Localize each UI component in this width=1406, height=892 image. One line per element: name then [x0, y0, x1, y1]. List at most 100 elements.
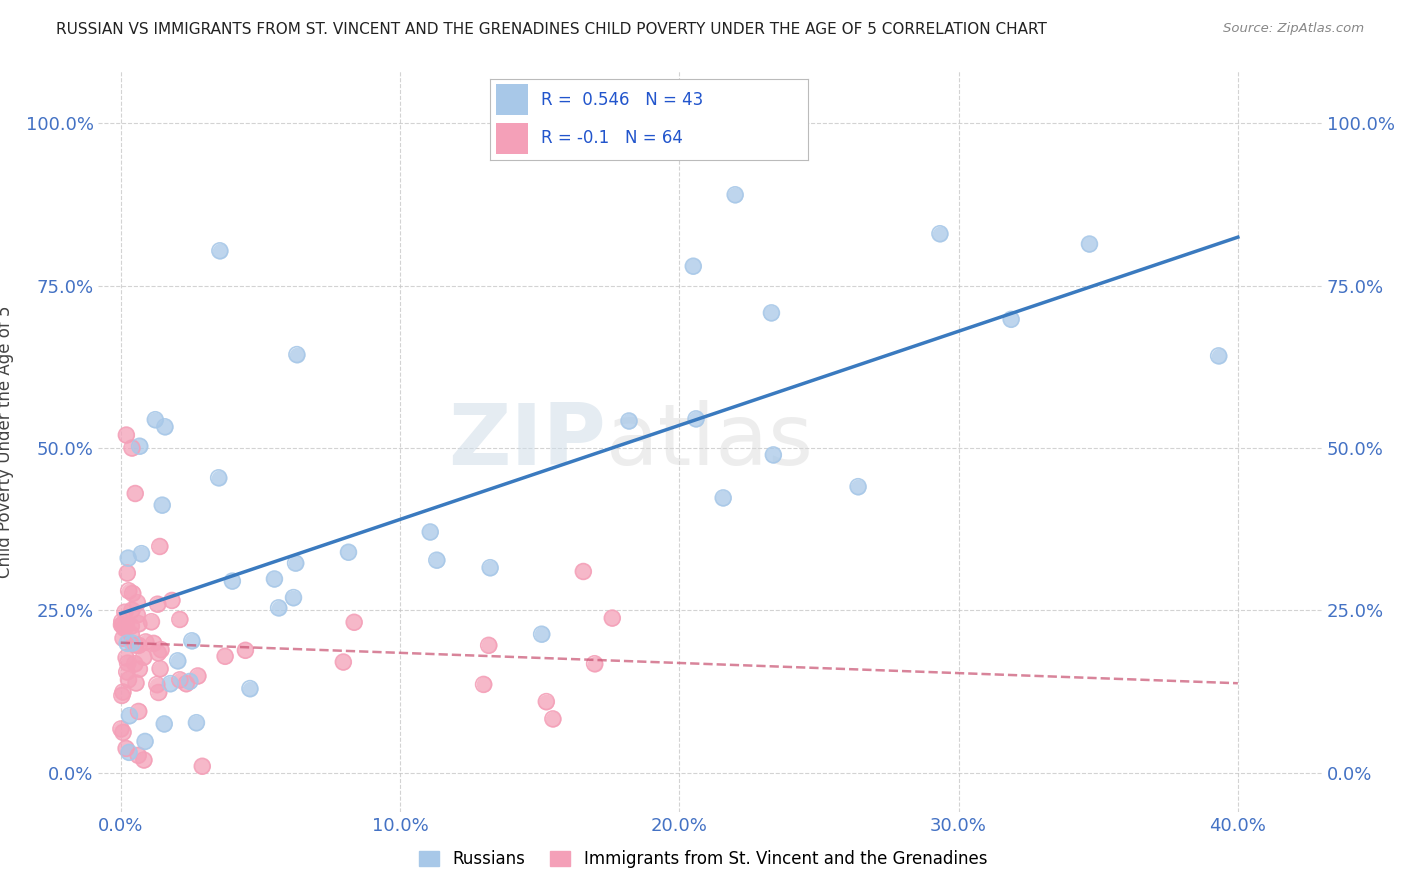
Point — [124, 657, 146, 671]
Point — [143, 413, 166, 427]
Point — [128, 705, 150, 719]
Point — [148, 685, 170, 699]
Point — [128, 616, 150, 631]
Point — [479, 560, 502, 574]
Point — [111, 632, 134, 646]
Point — [187, 669, 209, 683]
Point — [285, 348, 308, 362]
Point — [148, 685, 170, 699]
Point — [127, 596, 149, 610]
Point — [112, 621, 135, 635]
Point — [112, 621, 135, 635]
Point — [120, 627, 142, 641]
Point — [142, 636, 165, 650]
Point — [617, 414, 640, 428]
Point — [117, 656, 139, 670]
Point — [583, 657, 606, 671]
Point — [332, 655, 354, 669]
Point — [121, 586, 143, 600]
Point — [125, 676, 148, 690]
Point — [724, 187, 747, 202]
Point — [150, 642, 173, 657]
Point — [111, 689, 134, 703]
Point — [846, 480, 869, 494]
Y-axis label: Child Poverty Under the Age of 5: Child Poverty Under the Age of 5 — [0, 305, 14, 578]
Point — [426, 553, 449, 567]
Point — [343, 615, 366, 630]
Point — [115, 665, 138, 679]
Point — [267, 600, 290, 615]
Point — [214, 649, 236, 664]
Point — [110, 722, 132, 736]
Point — [169, 612, 191, 626]
Point — [1208, 349, 1230, 363]
Point — [617, 414, 640, 428]
Point — [214, 649, 236, 664]
Point — [208, 471, 231, 485]
Point — [110, 618, 132, 632]
Point — [343, 615, 366, 630]
Point — [128, 638, 150, 652]
Point — [115, 636, 138, 650]
Point — [221, 574, 243, 588]
Point — [141, 615, 163, 629]
Point — [536, 695, 558, 709]
Point — [1000, 312, 1022, 326]
Point — [148, 646, 170, 660]
Point — [235, 643, 257, 657]
Point — [472, 677, 495, 691]
Point — [124, 486, 146, 500]
Point — [127, 607, 149, 622]
Point — [583, 657, 606, 671]
Point — [846, 480, 869, 494]
Point — [153, 717, 176, 731]
Point — [110, 722, 132, 736]
Point — [572, 565, 595, 579]
Point — [174, 676, 197, 690]
Point — [131, 547, 153, 561]
Point — [115, 650, 138, 665]
Point — [120, 619, 142, 633]
Point — [118, 745, 141, 759]
Point — [135, 635, 157, 649]
Point — [117, 551, 139, 566]
Point — [600, 611, 623, 625]
Point — [191, 759, 214, 773]
Text: atlas: atlas — [606, 400, 814, 483]
Point — [419, 524, 441, 539]
Point — [263, 572, 285, 586]
Point — [332, 655, 354, 669]
Point — [150, 498, 173, 512]
Point — [125, 676, 148, 690]
Point — [120, 619, 142, 633]
Point — [478, 638, 501, 652]
Point — [146, 677, 169, 691]
Point — [128, 662, 150, 676]
Point — [149, 662, 172, 676]
Point — [118, 583, 141, 598]
Point — [128, 616, 150, 631]
Point — [284, 556, 307, 570]
Point — [153, 419, 176, 434]
Point — [127, 607, 149, 622]
Point — [160, 593, 183, 607]
Point — [150, 498, 173, 512]
Point — [159, 676, 181, 690]
Point — [128, 705, 150, 719]
Point — [169, 673, 191, 687]
Point — [208, 244, 231, 258]
Point — [928, 227, 950, 241]
Point — [117, 566, 139, 580]
Point — [208, 244, 231, 258]
Point — [115, 741, 138, 756]
Point — [117, 551, 139, 566]
Point — [159, 676, 181, 690]
Point — [115, 428, 138, 442]
Point — [118, 708, 141, 723]
Point — [118, 745, 141, 759]
Point — [117, 656, 139, 670]
Point — [121, 441, 143, 455]
Legend: Russians, Immigrants from St. Vincent and the Grenadines: Russians, Immigrants from St. Vincent an… — [412, 844, 994, 875]
Point — [285, 348, 308, 362]
Point — [1000, 312, 1022, 326]
